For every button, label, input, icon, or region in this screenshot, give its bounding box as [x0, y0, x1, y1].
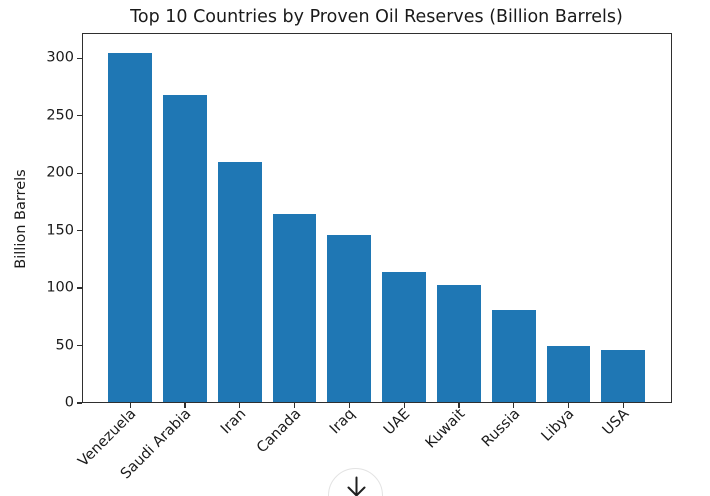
x-tick-mark — [184, 403, 186, 408]
y-tick-mark — [77, 287, 82, 289]
x-tick-mark — [403, 403, 405, 408]
x-tick-mark — [129, 403, 131, 408]
arrow-down-icon — [347, 476, 365, 496]
y-tick-label: 50 — [55, 337, 74, 354]
y-axis-label: Billion Barrels — [13, 169, 29, 269]
x-tick-mark — [567, 403, 570, 408]
x-tick-mark — [239, 403, 241, 408]
bar-usa — [601, 350, 646, 402]
bar-iraq — [327, 235, 372, 402]
y-tick-label: 0 — [64, 394, 74, 411]
y-tick-mark — [77, 172, 82, 174]
y-tick-mark — [77, 402, 82, 404]
plot-area — [81, 33, 672, 403]
bar-kuwait — [437, 285, 481, 402]
y-tick-label: 150 — [46, 222, 74, 239]
y-tick-mark — [77, 230, 82, 232]
y-tick-mark — [77, 57, 82, 59]
x-tick-mark — [293, 403, 296, 408]
x-tick-mark — [513, 403, 515, 408]
scroll-to-bottom-button[interactable] — [327, 468, 383, 496]
bar-libya — [546, 346, 591, 402]
x-tick-mark — [348, 403, 350, 408]
chart-title: Top 10 Countries by Proven Oil Reserves … — [130, 7, 623, 27]
y-tick-mark — [77, 344, 82, 347]
bar-venezuela — [108, 52, 153, 402]
y-tick-label: 100 — [46, 279, 74, 296]
y-tick-mark — [77, 115, 82, 117]
bar-uae — [382, 272, 427, 402]
bar-iran — [217, 162, 262, 402]
bar-canada — [272, 214, 317, 402]
bar-saudi-arabia — [163, 94, 207, 402]
x-tick-mark — [622, 403, 624, 408]
y-tick-label: 300 — [46, 49, 74, 66]
x-tick-mark — [458, 403, 460, 408]
y-tick-label: 200 — [46, 164, 74, 181]
y-tick-label: 250 — [46, 107, 74, 124]
bar-russia — [491, 310, 536, 402]
